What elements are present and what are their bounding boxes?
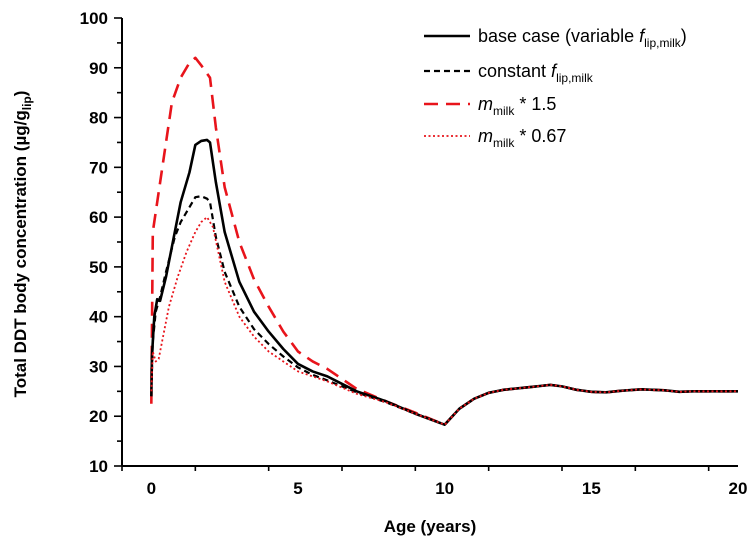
y-axis-title-main: Total DDT body concentration (µg/g	[11, 110, 30, 397]
y-tick-label: 60	[89, 208, 108, 227]
y-tick-label: 90	[89, 59, 108, 78]
series-line-1	[150, 138, 738, 426]
series-line-2	[150, 195, 738, 426]
y-tick-label: 80	[89, 109, 108, 128]
y-axis-title-close: )	[11, 91, 30, 97]
legend-label-1: base case (variable flip,milk)	[478, 26, 687, 50]
legend: base case (variable flip,milk) constant f…	[424, 26, 687, 150]
y-tick-label: 10	[89, 457, 108, 476]
y-axis-title-subscript: lip	[20, 96, 34, 110]
x-tick-label: 15	[582, 479, 601, 498]
series-layer	[150, 56, 738, 426]
x-tick-label: 10	[435, 479, 454, 498]
y-tick-label: 30	[89, 357, 108, 376]
legend-label-2: constant flip,milk	[478, 61, 594, 85]
x-tick-label: 0	[147, 479, 156, 498]
x-tick-label: 5	[293, 479, 302, 498]
axes-layer: 0 5 10 15 20 10 20 30 40 50 60 70 80 90 100	[80, 9, 748, 498]
y-axis-title: Total DDT body concentration (µg/glip)	[11, 91, 34, 398]
y-tick-label: 40	[89, 308, 108, 327]
y-tick-label: 20	[89, 407, 108, 426]
series-line-3	[150, 56, 738, 426]
x-tick-label: 20	[729, 479, 748, 498]
legend-label-3: mmilk * 1.5	[478, 94, 556, 118]
legend-label-4: mmilk * 0.67	[478, 126, 566, 150]
x-axis-title: Age (years)	[384, 517, 477, 536]
series-line-4	[150, 216, 738, 426]
y-tick-label: 70	[89, 158, 108, 177]
y-tick-label: 50	[89, 258, 108, 277]
y-tick-label: 100	[80, 9, 108, 28]
